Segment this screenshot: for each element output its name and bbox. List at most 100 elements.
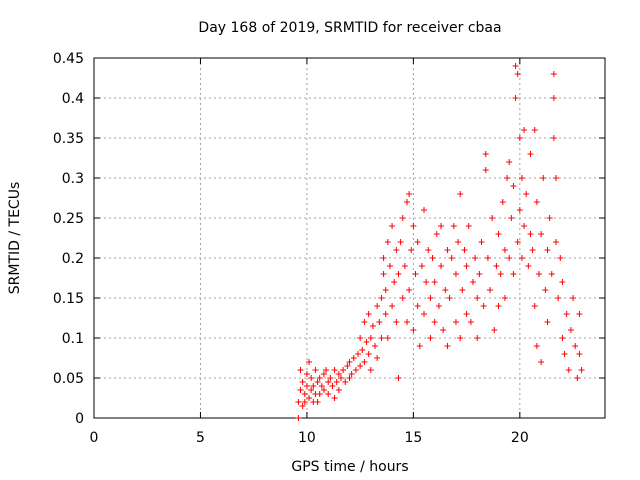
data-point [518, 255, 525, 261]
data-point [499, 199, 506, 205]
data-point [474, 335, 481, 341]
data-point [352, 367, 359, 373]
data-point [299, 379, 306, 385]
data-point [380, 255, 387, 261]
data-point [372, 343, 379, 349]
data-point [495, 303, 502, 309]
data-point [512, 95, 519, 101]
data-point [444, 343, 451, 349]
data-point [378, 335, 385, 341]
data-point [303, 371, 310, 377]
data-point [559, 279, 566, 285]
data-point [508, 215, 515, 221]
data-point [463, 311, 470, 317]
data-point [542, 287, 549, 293]
data-point [310, 383, 317, 389]
data-point [403, 319, 410, 325]
y-tick-label: 0 [75, 411, 84, 427]
data-point [361, 319, 368, 325]
data-point [431, 319, 438, 325]
data-point [367, 335, 374, 341]
data-point [527, 151, 534, 157]
data-point [342, 379, 349, 385]
data-point [350, 355, 357, 361]
data-point [355, 351, 362, 357]
data-point [391, 279, 398, 285]
data-point [406, 287, 413, 293]
data-point [531, 303, 538, 309]
data-point [344, 363, 351, 369]
data-point [433, 231, 440, 237]
data-point [414, 239, 421, 245]
data-point [425, 247, 432, 253]
data-point [438, 223, 445, 229]
data-point [423, 279, 430, 285]
data-point [546, 215, 553, 221]
y-tick-label: 0.15 [53, 291, 84, 307]
data-point [389, 223, 396, 229]
data-point [504, 175, 511, 181]
data-point [510, 183, 517, 189]
data-point [489, 215, 496, 221]
y-axis-label: SRMTID / TECUs [7, 182, 23, 295]
data-point [316, 375, 323, 381]
data-point [382, 311, 389, 317]
data-point [578, 367, 585, 373]
x-tick-label: 15 [404, 430, 422, 446]
data-point [538, 359, 545, 365]
data-point [438, 263, 445, 269]
data-point [333, 379, 340, 385]
data-point [412, 271, 419, 277]
data-point [450, 223, 457, 229]
data-point [363, 339, 370, 345]
y-tick-label: 0.1 [62, 331, 84, 347]
data-point [378, 295, 385, 301]
data-point [418, 263, 425, 269]
data-point [572, 343, 579, 349]
data-point [320, 371, 327, 377]
data-point [493, 263, 500, 269]
data-point [408, 247, 415, 253]
data-point [482, 151, 489, 157]
data-point [467, 319, 474, 325]
data-point [374, 303, 381, 309]
data-point [495, 231, 502, 237]
data-point [523, 191, 530, 197]
data-point [297, 387, 304, 393]
data-point [563, 311, 570, 317]
data-point [301, 399, 308, 405]
data-point [553, 239, 560, 245]
data-point [514, 239, 521, 245]
data-point [325, 391, 332, 397]
data-point [395, 271, 402, 277]
data-point [548, 271, 555, 277]
data-point [403, 199, 410, 205]
data-point [316, 391, 323, 397]
data-point [331, 367, 338, 373]
data-point [482, 167, 489, 173]
data-point [529, 247, 536, 253]
data-point [297, 367, 304, 373]
data-point [440, 327, 447, 333]
data-point [395, 375, 402, 381]
data-points [295, 63, 585, 421]
data-point [452, 271, 459, 277]
data-point [384, 335, 391, 341]
data-point [380, 271, 387, 277]
y-tick-label: 0.05 [53, 371, 84, 387]
x-tick-label: 20 [511, 430, 529, 446]
data-point [533, 343, 540, 349]
data-point [452, 319, 459, 325]
data-point [501, 247, 508, 253]
data-point [306, 359, 313, 365]
data-point [510, 271, 517, 277]
data-point [308, 375, 315, 381]
data-point [461, 247, 468, 253]
data-point [306, 395, 313, 401]
data-point [314, 379, 321, 385]
data-point [446, 295, 453, 301]
data-point [516, 207, 523, 213]
data-point [421, 207, 428, 213]
data-point [516, 135, 523, 141]
